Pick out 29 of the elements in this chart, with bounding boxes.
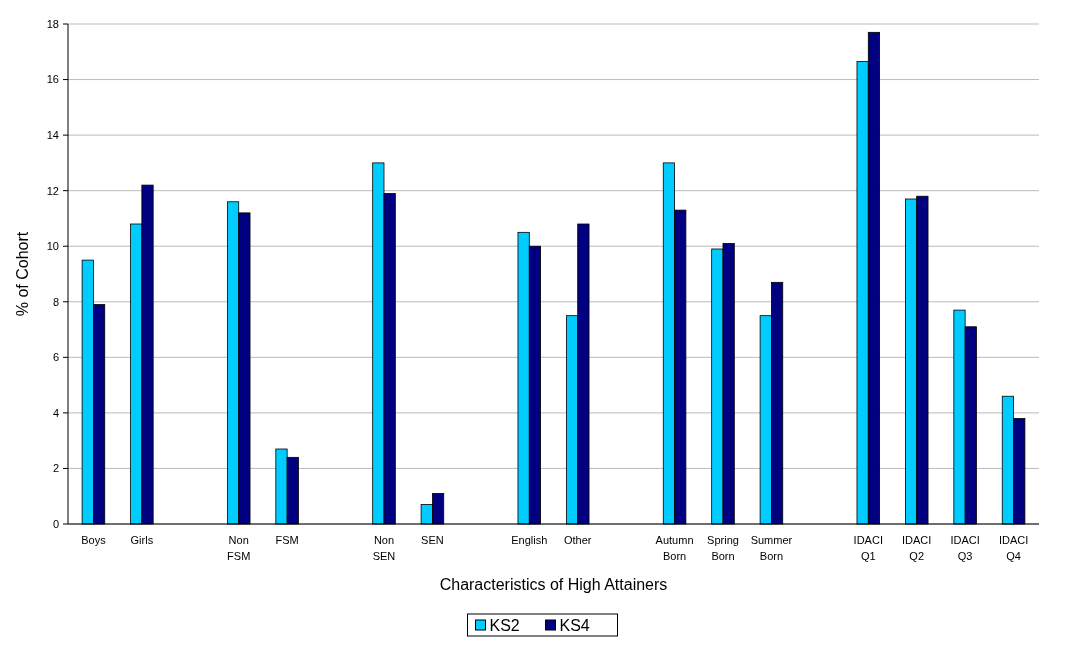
y-tick-label: 18 [46, 17, 59, 30]
y-tick-label: 12 [46, 184, 59, 197]
x-tick-label: IDACI Q4 [998, 534, 1029, 562]
x-tick-label: Other [563, 534, 592, 546]
y-axis-title: % of Cohort [14, 231, 31, 317]
y-tick-label: 6 [52, 351, 59, 364]
y-tick-label: 14 [46, 128, 59, 141]
x-tick-label: IDACI Q1 [853, 534, 883, 562]
x-tick-label: Non SEN [372, 534, 396, 562]
y-tick-label: 8 [52, 295, 59, 308]
x-tick-label: Summer Born [750, 534, 793, 562]
x-tick-label: Non FSM [227, 534, 251, 562]
legend-label: KS4 [559, 617, 590, 634]
x-axis-title: Characteristics of High Attainers [439, 576, 668, 593]
y-tick-label: 4 [52, 406, 59, 419]
x-tick-label: Boys [81, 534, 107, 546]
x-tick-label: Autumn Born [655, 534, 694, 562]
legend-label: KS2 [489, 617, 520, 634]
y-tick-label: 2 [52, 462, 59, 475]
x-tick-label: SEN [421, 534, 444, 546]
x-tick-label: Girls [130, 534, 154, 546]
y-tick-label: 16 [46, 73, 59, 86]
y-tick-label: 0 [52, 517, 59, 530]
x-tick-label: Spring Born [707, 534, 739, 562]
x-tick-label: FSM [275, 534, 299, 546]
x-tick-label: English [511, 534, 548, 546]
x-tick-label: IDACI Q3 [950, 534, 980, 562]
y-tick-label: 10 [46, 240, 59, 253]
x-tick-label: IDACI Q2 [902, 534, 932, 562]
